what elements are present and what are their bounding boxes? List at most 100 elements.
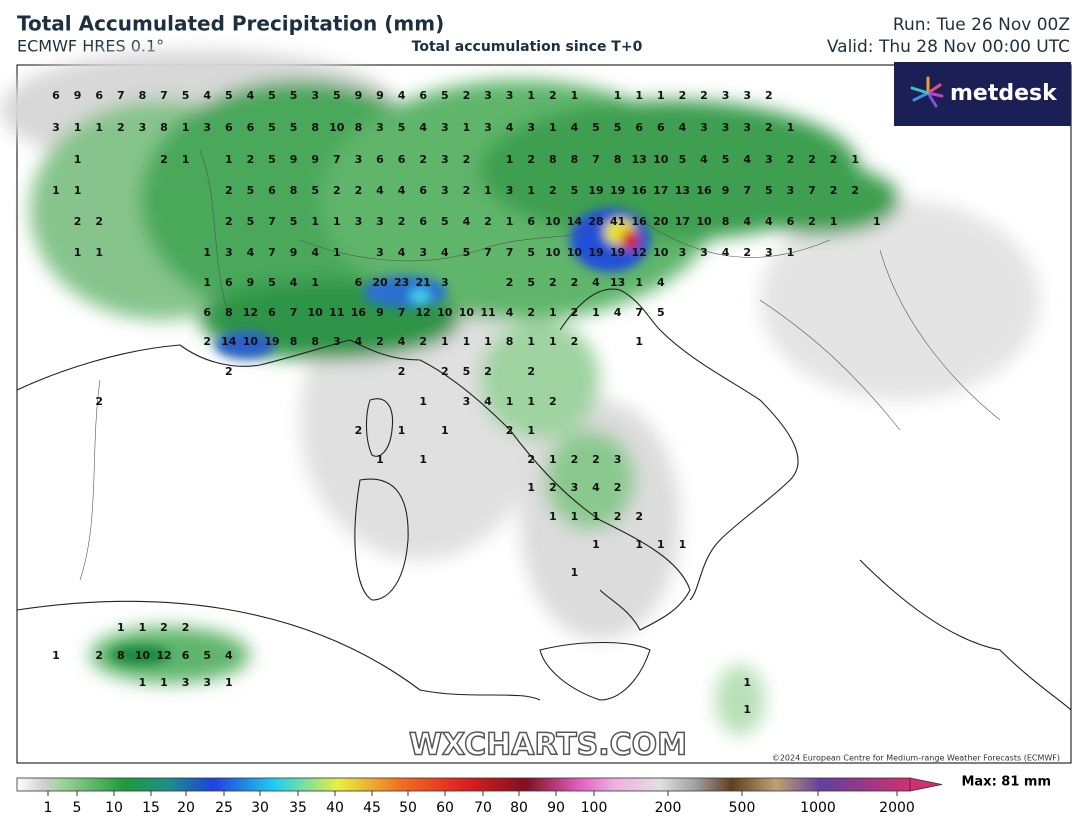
grid-value: 3 <box>441 153 449 166</box>
grid-value: 5 <box>268 153 276 166</box>
grid-value: 4 <box>614 306 622 319</box>
colorbar-label: 40 <box>326 800 344 816</box>
grid-value: 7 <box>290 306 298 319</box>
grid-value: 5 <box>571 184 579 197</box>
grid-value: 1 <box>787 121 795 134</box>
grid-value: 1 <box>635 276 643 289</box>
grid-value: 8 <box>225 306 233 319</box>
grid-value: 5 <box>247 184 255 197</box>
grid-value: 9 <box>247 276 255 289</box>
grid-value: 5 <box>722 153 730 166</box>
grid-value: 6 <box>355 276 363 289</box>
grid-value: 2 <box>247 153 255 166</box>
grid-value: 14 <box>221 335 237 348</box>
grid-value: 2 <box>95 215 103 228</box>
grid-value: 9 <box>376 306 384 319</box>
colorbar-bar <box>16 777 911 792</box>
grid-value: 7 <box>160 89 168 102</box>
grid-value: 1 <box>182 121 190 134</box>
grid-value: 9 <box>311 153 319 166</box>
grid-value: 1 <box>52 649 60 662</box>
grid-value: 1 <box>873 215 881 228</box>
grid-value: 3 <box>355 215 363 228</box>
grid-value: 10 <box>308 306 324 319</box>
grid-value: 7 <box>635 306 643 319</box>
grid-value: 2 <box>160 153 168 166</box>
grid-value: 6 <box>52 89 60 102</box>
grid-value: 3 <box>743 121 751 134</box>
grid-value: 3 <box>376 246 384 259</box>
grid-value: 5 <box>182 89 190 102</box>
grid-value: 1 <box>463 335 471 348</box>
grid-value: 4 <box>506 121 514 134</box>
grid-value: 5 <box>333 89 341 102</box>
grid-value: 3 <box>571 481 579 494</box>
grid-value: 13 <box>675 184 690 197</box>
grid-value: 3 <box>700 246 708 259</box>
grid-value: 3 <box>700 121 708 134</box>
colorbar-label: 30 <box>251 800 269 816</box>
grid-value: 2 <box>787 153 795 166</box>
grid-value: 1 <box>527 335 535 348</box>
grid-value: 3 <box>355 153 363 166</box>
grid-value: 20 <box>372 276 388 289</box>
grid-value: 1 <box>117 621 125 634</box>
grid-value: 4 <box>441 246 449 259</box>
grid-value: 2 <box>95 649 103 662</box>
grid-value: 19 <box>588 246 603 259</box>
grid-value: 3 <box>765 246 773 259</box>
grid-value: 19 <box>264 335 279 348</box>
grid-value: 1 <box>95 246 103 259</box>
grid-value: 9 <box>376 89 384 102</box>
grid-value: 1 <box>463 121 471 134</box>
grid-value: 2 <box>355 184 363 197</box>
grid-value: 2 <box>463 153 471 166</box>
grid-value: 10 <box>545 246 561 259</box>
grid-value: 6 <box>268 306 276 319</box>
grid-value: 12 <box>243 306 258 319</box>
grid-value: 8 <box>355 121 363 134</box>
grid-value: 1 <box>614 89 622 102</box>
grid-value: 10 <box>459 306 475 319</box>
grid-value: 2 <box>484 215 492 228</box>
grid-value: 10 <box>653 153 669 166</box>
run-time: Run: Tue 26 Nov 00Z <box>893 15 1070 35</box>
grid-value: 2 <box>808 215 816 228</box>
grid-value: 2 <box>851 184 859 197</box>
grid-value: 10 <box>135 649 151 662</box>
logo-text: metdesk <box>950 81 1058 106</box>
grid-value: 4 <box>376 184 384 197</box>
grid-value: 9 <box>722 184 730 197</box>
grid-value: 11 <box>329 306 344 319</box>
grid-value: 5 <box>268 89 276 102</box>
grid-value: 1 <box>74 246 82 259</box>
grid-value: 4 <box>743 153 751 166</box>
title: Total Accumulated Precipitation (mm) <box>17 12 444 36</box>
grid-value: 1 <box>95 121 103 134</box>
grid-value: 2 <box>679 89 687 102</box>
grid-value: 2 <box>571 453 579 466</box>
grid-value: 1 <box>203 276 211 289</box>
colorbar-label: 1 <box>44 800 53 816</box>
grid-value: 6 <box>419 89 427 102</box>
grid-value: 3 <box>463 395 471 408</box>
grid-value: 2 <box>506 424 514 437</box>
grid-value: 4 <box>225 649 233 662</box>
grid-value: 4 <box>398 335 406 348</box>
grid-value: 21 <box>416 276 431 289</box>
grid-value: 7 <box>484 246 492 259</box>
grid-value: 17 <box>653 184 668 197</box>
grid-value: 41 <box>610 215 625 228</box>
grid-value: 6 <box>247 121 255 134</box>
grid-value: 1 <box>657 89 665 102</box>
grid-value: 7 <box>117 89 125 102</box>
grid-value: 5 <box>290 89 298 102</box>
grid-value: 7 <box>398 306 406 319</box>
grid-value: 5 <box>247 215 255 228</box>
grid-value: 1 <box>484 184 492 197</box>
grid-value: 4 <box>290 276 298 289</box>
grid-value: 1 <box>635 538 643 551</box>
grid-value: 2 <box>463 89 471 102</box>
grid-value: 4 <box>722 246 730 259</box>
